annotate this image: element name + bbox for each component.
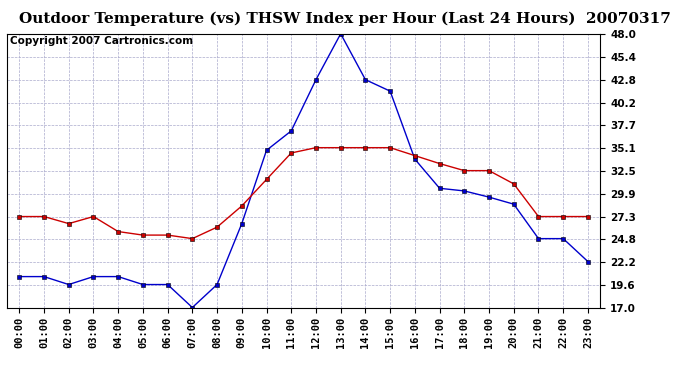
Text: Outdoor Temperature (vs) THSW Index per Hour (Last 24 Hours)  20070317: Outdoor Temperature (vs) THSW Index per … (19, 11, 671, 26)
Text: Copyright 2007 Cartronics.com: Copyright 2007 Cartronics.com (10, 36, 193, 46)
